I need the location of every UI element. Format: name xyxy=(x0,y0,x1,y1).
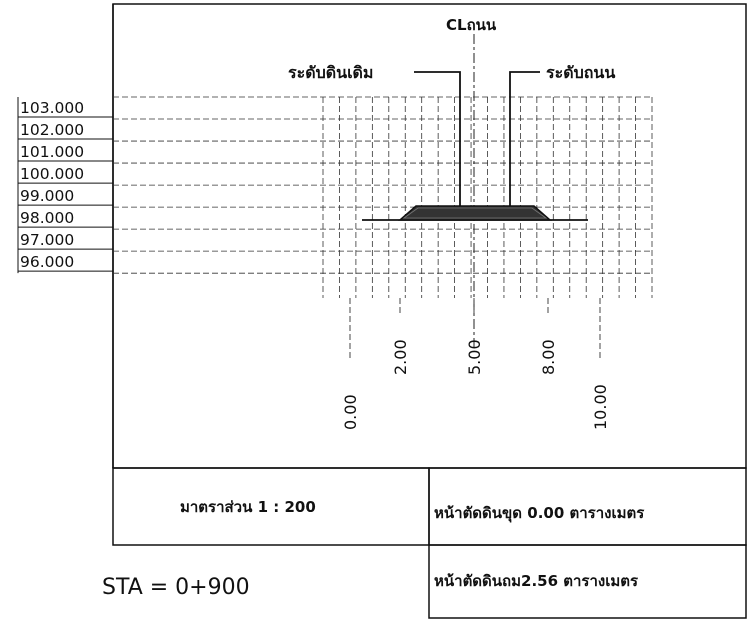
elevation-label: 101.000 xyxy=(20,143,84,161)
drawing-frame xyxy=(112,3,747,469)
elevation-label: 99.000 xyxy=(20,187,74,205)
offset-label: 2.00 xyxy=(391,339,410,375)
elevation-label: 103.000 xyxy=(20,99,84,117)
existing-ground-label: ระดับดินเดิม xyxy=(288,63,373,82)
existing-ground-leader xyxy=(414,71,461,210)
offset-label: 8.00 xyxy=(539,339,558,375)
road-embankment-hatch xyxy=(402,207,548,219)
section-grid xyxy=(113,96,653,298)
fill-area-text: หน้าตัดดินถม2.56 ตารางเมตร xyxy=(434,572,639,590)
offset-labels: 0.00 2.00 5.00 8.00 10.00 xyxy=(341,298,610,430)
elevation-label: 98.000 xyxy=(20,209,74,227)
elevation-labels: 103.000 102.000 101.000 100.000 99.000 98.000… xyxy=(17,97,113,274)
station-text: STA = 0+900 xyxy=(102,575,250,600)
road-embankment xyxy=(398,205,552,221)
elevation-label: 97.000 xyxy=(20,231,74,249)
fill-area-box xyxy=(428,544,747,619)
scale-text: มาตราส่วน 1 : 200 xyxy=(180,498,316,516)
cut-area-text: หน้าตัดดินขุด 0.00 ตารางเมตร xyxy=(434,504,645,523)
elevation-label: 96.000 xyxy=(20,253,74,271)
road-level-label: ระดับถนน xyxy=(546,63,615,82)
offset-label: 10.00 xyxy=(591,384,610,430)
offset-label: 5.00 xyxy=(465,339,484,375)
centerline-label: CLถนน xyxy=(446,16,497,34)
road-level-leader xyxy=(509,71,540,210)
offset-label: 0.00 xyxy=(341,394,360,430)
elevation-label: 100.000 xyxy=(20,165,84,183)
elevation-label: 102.000 xyxy=(20,121,84,139)
